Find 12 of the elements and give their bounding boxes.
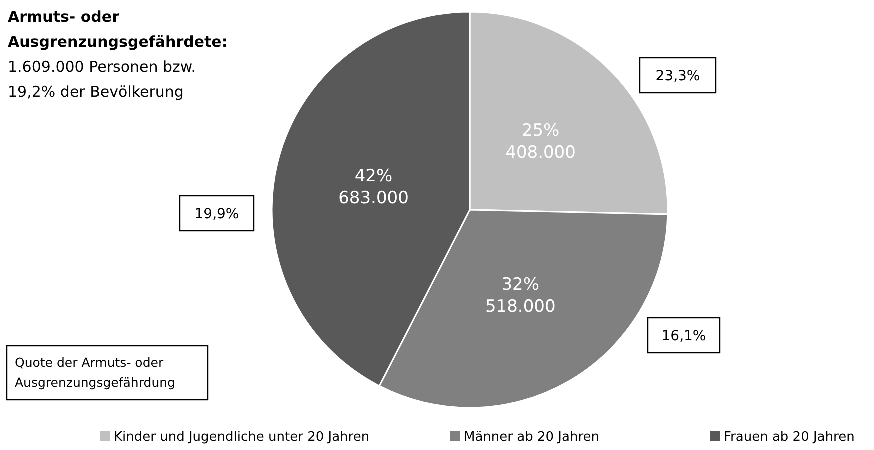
legend-label: Frauen ab 20 Jahren: [724, 430, 855, 445]
text: 16,1%: [662, 328, 706, 344]
data-label: 25% 408.000: [506, 120, 576, 163]
text: Quote der Armuts- oder Ausgrenzungsgefährdung: [15, 355, 176, 390]
data-label: 32% 518.000: [485, 275, 556, 318]
text: Armuts- oder Ausgrenzungsgefährdete:: [8, 8, 228, 51]
legend-label: Männer ab 20 Jahren: [464, 430, 600, 445]
data-label: 42% 683.000: [338, 166, 409, 209]
text: 23,3%: [656, 68, 700, 84]
legend-label: Kinder und Jugendliche unter 20 Jahren: [114, 430, 370, 445]
text: 1.609.000 Personen bzw. 19,2% der Bevölkerung: [8, 58, 196, 101]
text: 19,9%: [194, 206, 240, 222]
